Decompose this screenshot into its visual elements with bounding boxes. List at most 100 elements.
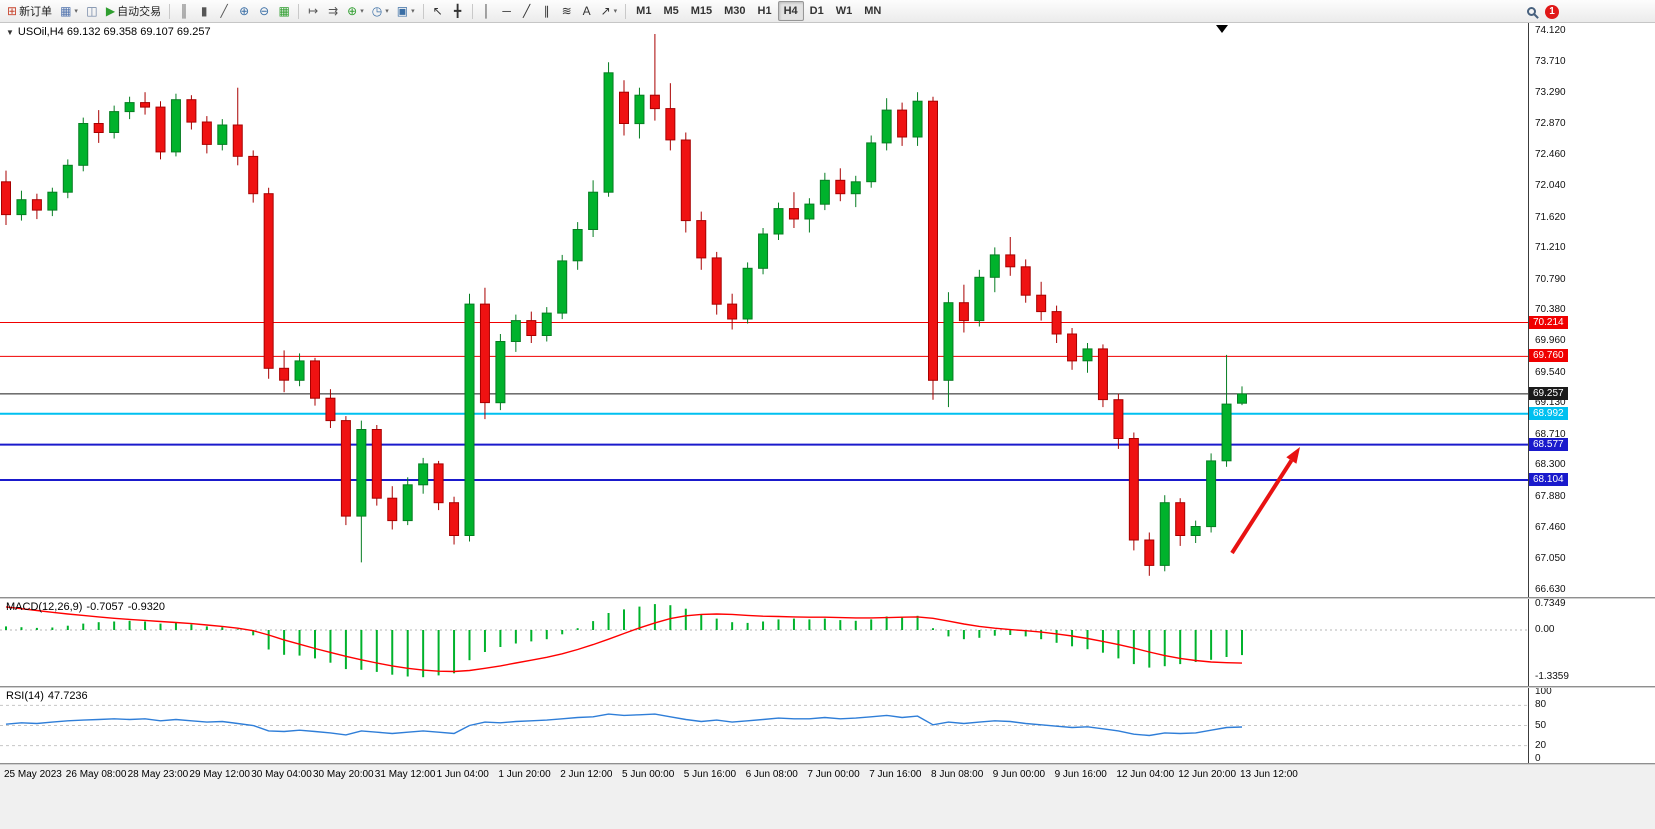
price-axis-label: 68.710 bbox=[1535, 429, 1566, 440]
auto-trading-button[interactable]: ▶ 自动交易 bbox=[102, 1, 165, 21]
new-chart-button[interactable]: ▦ ▾ bbox=[56, 1, 82, 21]
timeframe-button-h1[interactable]: H1 bbox=[757, 5, 772, 17]
zoom-in-button[interactable]: ⊕ bbox=[234, 1, 254, 21]
candlestick-chart[interactable] bbox=[0, 23, 1528, 597]
price-tag: 70.214 bbox=[1529, 316, 1568, 329]
bar-chart-button[interactable]: ║ bbox=[174, 1, 194, 21]
text-button[interactable]: A bbox=[577, 1, 597, 21]
timeframe-button-h4[interactable]: H4 bbox=[777, 1, 804, 21]
horizontal-line-button[interactable]: ─ bbox=[497, 1, 517, 21]
macd-panel[interactable]: MACD(12,26,9) -0.7057 -0.9320 bbox=[0, 599, 1528, 686]
rsi-axis-label: 50 bbox=[1535, 720, 1547, 731]
candle-body bbox=[680, 139, 691, 222]
rsi-title: RSI(14) 47.7236 bbox=[6, 690, 92, 702]
fibonacci-button[interactable]: ≋ bbox=[557, 1, 577, 21]
candle-body bbox=[835, 179, 846, 195]
templates-icon: ▣ bbox=[396, 4, 409, 18]
candle-body bbox=[1, 181, 11, 216]
fibonacci-icon: ≋ bbox=[561, 4, 572, 18]
time-axis-label: 26 May 08:00 bbox=[65, 769, 127, 780]
price-axis-label: 72.870 bbox=[1535, 118, 1566, 129]
templates-button[interactable]: ▣ ▾ bbox=[393, 1, 419, 21]
candle-body bbox=[788, 208, 799, 220]
candle-body bbox=[1128, 438, 1139, 541]
tile-windows-button[interactable]: ▦ bbox=[274, 1, 294, 21]
price-tag: 69.257 bbox=[1529, 387, 1568, 400]
dropdown-caret-icon: ▾ bbox=[360, 8, 364, 15]
candle-body bbox=[16, 199, 27, 216]
candle-body bbox=[418, 463, 429, 486]
candle-body bbox=[1175, 502, 1186, 537]
text-icon: A bbox=[582, 4, 591, 18]
cursor-button[interactable]: ↖ bbox=[428, 1, 448, 21]
price-axis[interactable]: 74.120 73.710 73.290 72.870 72.460 72.040 71.6… bbox=[1528, 23, 1655, 765]
trend-arrow-head[interactable] bbox=[1286, 447, 1300, 464]
candle-body bbox=[866, 142, 877, 183]
macd-axis-label: 0.00 bbox=[1535, 624, 1555, 635]
time-axis-label: 12 Jun 20:00 bbox=[1178, 769, 1237, 780]
new-order-icon: ⊞ bbox=[7, 4, 18, 18]
candle-body bbox=[248, 155, 259, 195]
indicators-button[interactable]: ⊕ ▾ bbox=[343, 1, 368, 21]
line-chart-button[interactable]: ╱ bbox=[214, 1, 234, 21]
candle-body bbox=[263, 193, 274, 369]
channel-button[interactable]: ∥ bbox=[537, 1, 557, 21]
price-axis-label: 74.120 bbox=[1535, 25, 1566, 36]
vertical-line-button[interactable]: │ bbox=[477, 1, 497, 21]
crosshair-button[interactable]: ╋ bbox=[448, 1, 468, 21]
timeframe-button-m1[interactable]: M1 bbox=[636, 5, 652, 17]
time-axis-label: 1 Jun 04:00 bbox=[436, 769, 489, 780]
new-order-button[interactable]: ⊞ 新订单 bbox=[3, 1, 56, 21]
chart-shift-icon: ⇉ bbox=[328, 4, 339, 18]
collapse-chart-icon[interactable]: ▼ bbox=[6, 27, 14, 37]
time-axis-label: 13 Jun 12:00 bbox=[1240, 769, 1298, 780]
rsi-panel[interactable]: RSI(14) 47.7236 bbox=[0, 688, 1528, 763]
rsi-chart[interactable] bbox=[0, 688, 1528, 763]
trendline-button[interactable]: ╱ bbox=[517, 1, 537, 21]
candle-body bbox=[155, 106, 166, 153]
toolbar: ⊞ 新订单 ▦ ▾ ◫ ▶ 自动交易 ║ ▮ ╱ ⊕ ⊖ ▦ ↦ ⇉ ⊕ ▾ ◷ ▾ ▣ ▾ ↖ ╋ │ ─ ╱ ∥ ≋ A ↗ ▾ M1 M5… bbox=[0, 0, 1655, 23]
timeframe-button-m15[interactable]: M15 bbox=[690, 5, 713, 17]
auto-scroll-button[interactable]: ↦ bbox=[303, 1, 323, 21]
trend-arrow[interactable] bbox=[1230, 459, 1294, 555]
time-axis[interactable]: 25 May 2023 26 May 08:00 28 May 23:00 29 Ma… bbox=[0, 765, 1655, 785]
time-axis-label: 31 May 12:00 bbox=[374, 769, 436, 780]
timeframe-button-mn[interactable]: MN bbox=[864, 5, 882, 17]
periods-button[interactable]: ◷ ▾ bbox=[368, 1, 393, 21]
arrows-button[interactable]: ↗ ▾ bbox=[597, 1, 622, 21]
candle-body bbox=[1221, 403, 1232, 462]
macd-axis-label: 0.7349 bbox=[1535, 598, 1566, 609]
macd-main-value: -0.7057 bbox=[86, 601, 124, 613]
timeframe-button-w1[interactable]: W1 bbox=[835, 5, 853, 17]
timeframe-button-m30[interactable]: M30 bbox=[724, 5, 746, 17]
profiles-button[interactable]: ◫ bbox=[82, 1, 102, 21]
notifications-badge[interactable]: 1 bbox=[1545, 4, 1559, 19]
macd-title: MACD(12,26,9) -0.7057 -0.9320 bbox=[6, 601, 169, 613]
candle-body bbox=[310, 360, 320, 399]
price-axis-label: 71.620 bbox=[1535, 212, 1566, 223]
price-axis-label: 69.130 bbox=[1535, 397, 1566, 408]
timeframe-button-d1[interactable]: D1 bbox=[809, 5, 824, 17]
zoom-out-button[interactable]: ⊖ bbox=[254, 1, 274, 21]
panel-separator[interactable] bbox=[0, 686, 1655, 688]
time-axis-label: 2 Jun 12:00 bbox=[560, 769, 613, 780]
profiles-icon: ◫ bbox=[86, 4, 98, 18]
candle-body bbox=[958, 302, 969, 322]
chart-shift-button[interactable]: ⇉ bbox=[323, 1, 343, 21]
price-axis-label: 70.380 bbox=[1535, 304, 1566, 315]
time-axis-label: 7 Jun 16:00 bbox=[869, 769, 922, 780]
main-chart-panel[interactable]: ▼ USOil,H4 69.132 69.358 69.107 69.257 bbox=[0, 23, 1528, 597]
toolbar-separator bbox=[471, 3, 473, 19]
macd-chart[interactable] bbox=[0, 599, 1528, 686]
vertical-line-icon: │ bbox=[482, 4, 491, 18]
search-icon[interactable] bbox=[1527, 7, 1536, 16]
price-axis-label: 72.040 bbox=[1535, 180, 1566, 191]
timeframe-button-m5[interactable]: M5 bbox=[663, 5, 679, 17]
candle-body bbox=[464, 303, 475, 536]
panel-separator[interactable] bbox=[0, 597, 1655, 599]
candle-body bbox=[340, 420, 351, 517]
bar-chart-icon: ║ bbox=[179, 4, 189, 18]
candle-body bbox=[1005, 254, 1016, 268]
dropdown-caret-icon: ▾ bbox=[385, 8, 389, 15]
candlestick-button[interactable]: ▮ bbox=[194, 1, 214, 21]
